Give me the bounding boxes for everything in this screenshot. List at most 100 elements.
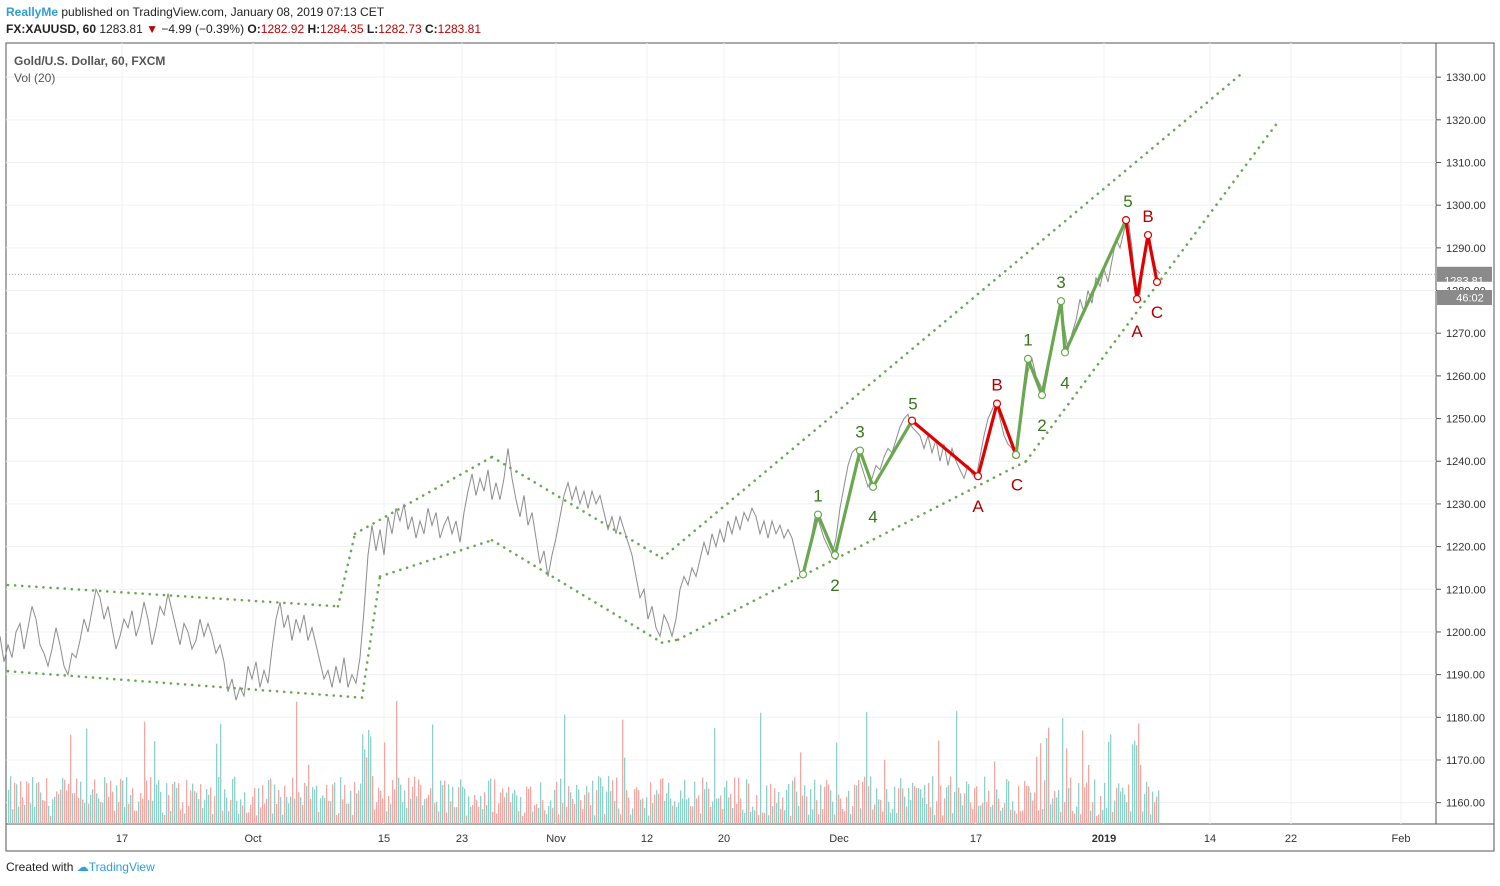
y-tick-label: 1310.00 [1446,157,1486,169]
volume-bar [830,790,832,824]
volume-bar [16,784,18,824]
volume-bar [1116,787,1118,824]
y-tick-label: 1220.00 [1446,542,1486,554]
volume-bar [32,777,34,824]
volume-bar [1004,803,1006,824]
volume-bar [1014,810,1016,824]
volume-bar [328,800,330,824]
volume-bar [76,778,78,824]
volume-bar [858,780,860,824]
volume-bar [512,793,514,824]
volume-bar [216,743,218,824]
wave-pivot [992,399,1002,408]
volume-bar [50,815,52,824]
volume-bar [460,779,462,824]
x-tick-label: 12 [641,833,653,845]
volume-bar [178,783,180,824]
volume-bar [578,789,580,824]
pane-title: Gold/U.S. Dollar, 60, FXCM [14,54,165,68]
publish-header: ReallyMe published on TradingView.com, J… [6,5,384,19]
volume-bar [670,798,672,824]
volume-bar [436,801,438,824]
volume-bar [64,779,66,824]
volume-bar [142,798,144,824]
volume-bar [26,781,28,824]
volume-bar [462,786,464,824]
volume-bar [716,798,718,824]
volume-bar [1078,783,1080,824]
volume-bar [536,804,538,824]
volume-bar [476,800,478,824]
volume-bar [900,778,902,824]
channel-line [6,669,364,699]
volume-bar [950,776,952,824]
x-tick-label: 23 [456,833,468,845]
low-label: L: [366,22,379,36]
volume-bar [800,752,802,824]
volume-bar [780,808,782,824]
volume-bar [306,785,308,824]
volume-bar [620,814,622,824]
volume-bar [568,786,570,824]
volume-bar [544,810,546,824]
volume-bar [1054,790,1056,824]
volume-bar [750,812,752,824]
volume-bar [668,782,670,824]
volume-bar [282,814,284,824]
last-price: 1283.81 [99,22,143,36]
volume-bar [274,784,276,824]
volume-bar [952,813,954,824]
volume-bar [258,788,260,824]
volume-bar [584,794,586,824]
volume-bar [166,783,168,824]
volume-bar [806,796,808,824]
volume-bar [832,801,834,824]
volume-bar [1052,798,1054,824]
volume-bar [44,800,46,824]
volume-bar [820,784,822,824]
volume-bar [102,802,104,824]
volume-bar [554,789,556,824]
volume-bar [1062,718,1064,824]
tradingview-link[interactable]: TradingView [88,860,155,874]
volume-bar [1032,800,1034,824]
volume-bar [850,814,852,824]
volume-bar [1046,737,1048,824]
volume-bar [540,782,542,824]
volume-bar [962,805,964,824]
volume-bar [98,798,100,824]
volume-bar [808,814,810,824]
volume-bar [224,789,226,824]
volume-bar [238,813,240,824]
volume-bar [886,789,888,824]
volume-bar [526,786,528,824]
volume-bar [202,808,204,824]
volume-bar [1144,793,1146,824]
volume-bar [84,803,86,824]
volume-bar [658,793,660,824]
volume-bar [576,784,578,824]
volume-bar [1152,791,1154,824]
volume-bar [724,787,726,824]
volume-bar [550,800,552,824]
volume-bar [824,786,826,824]
volume-bar [82,799,84,824]
volume-bar [958,787,960,824]
volume-bar [700,813,702,824]
author-link[interactable]: ReallyMe [6,5,59,19]
impulse-wave [801,419,914,575]
volume-bar [660,779,662,824]
volume-bar [364,749,366,824]
volume-bar [894,786,896,824]
volume-bar [1048,727,1050,824]
volume-bar [132,788,134,824]
volume-bar [970,802,972,824]
volume-bar [184,813,186,824]
x-tick-label: 14 [1204,833,1216,845]
volume-bar [120,779,122,824]
time-axis[interactable]: 17 Oct 15 23 Nov 12 20 Dec 17 2019 14 22 Feb [116,833,1411,845]
volume-bar [206,789,208,824]
volume-bar [1012,801,1014,824]
price-axis[interactable]: 1160.00 1170.00 1180.00 1190.00 1200.00 1210.… [1436,72,1486,810]
